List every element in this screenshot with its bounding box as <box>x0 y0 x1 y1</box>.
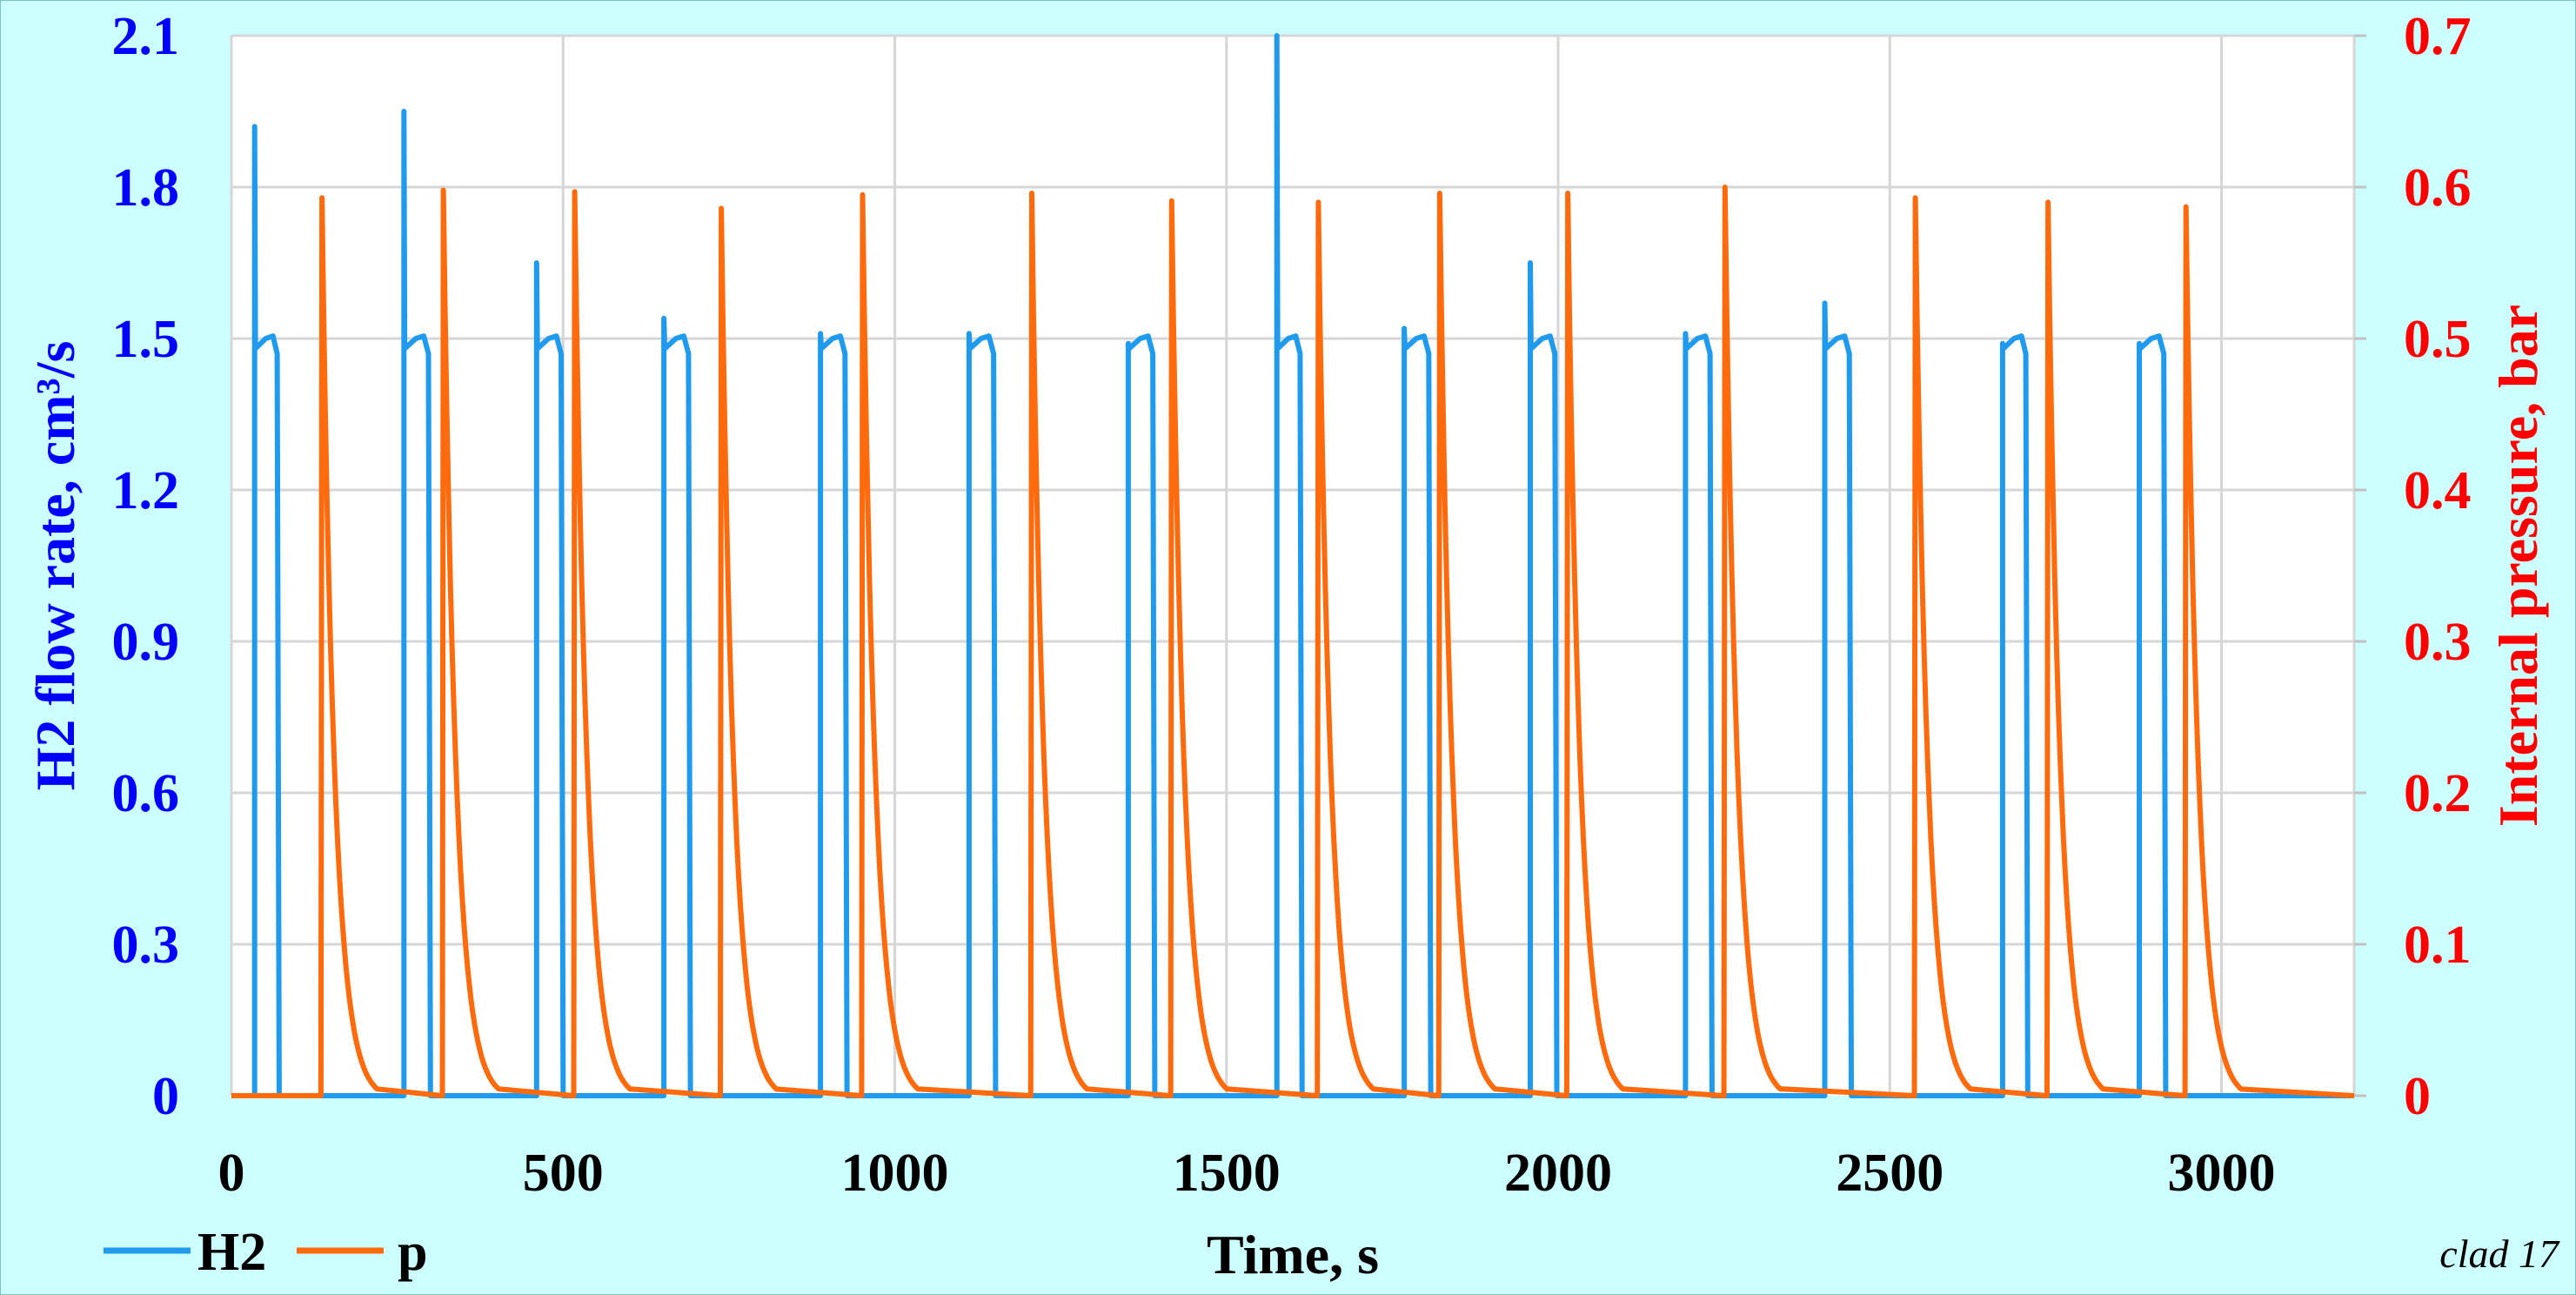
x-axis-title: Time, s <box>1207 1224 1379 1285</box>
right-y-tick-label: 0 <box>2404 1067 2431 1126</box>
left-y-tick-label: 0.3 <box>112 916 180 975</box>
plot-area <box>231 36 2354 1096</box>
right-y-tick-label: 0.1 <box>2404 916 2472 975</box>
tick-labels: 0 0.3 0.6 0.9 1.2 1.5 1.8 2.1 0 0.1 0.2 0.3 0.4 0.5 0.… <box>112 7 2472 1203</box>
left-y-tick-label: 0.6 <box>112 764 180 823</box>
right-y-tick-label: 0.5 <box>2404 310 2472 369</box>
right-y-tick-label: 0.4 <box>2404 461 2472 520</box>
right-y-tick-label: 0.7 <box>2404 7 2472 66</box>
x-tick-label: 1500 <box>1173 1144 1281 1203</box>
x-tick-label: 3000 <box>2168 1144 2276 1203</box>
right-y-tick-label: 0.6 <box>2404 158 2472 218</box>
left-y-tick-label: 1.2 <box>112 461 180 520</box>
left-y-tick-label: 1.5 <box>112 310 180 369</box>
x-tick-label: 0 <box>218 1144 245 1203</box>
x-tick-label: 500 <box>523 1144 604 1203</box>
left-y-axis-title: H2 flow rate, cm³/s <box>24 341 86 791</box>
series-p-line <box>231 185 2355 1098</box>
legend-label-p: p <box>398 1223 427 1282</box>
series-h2-line <box>231 33 2354 1098</box>
x-tick-label: 2000 <box>1504 1144 1612 1203</box>
left-y-tick-label: 2.1 <box>112 7 180 66</box>
legend: H2 p <box>104 1223 427 1282</box>
x-tick-label: 1000 <box>841 1144 949 1203</box>
x-tick-label: 2500 <box>1836 1144 1944 1203</box>
right-y-tick-label: 0.2 <box>2404 764 2472 823</box>
series-lines <box>231 33 2355 1098</box>
annotation-clad: clad 17 <box>2439 1231 2560 1276</box>
legend-label-h2: H2 <box>197 1223 266 1282</box>
right-y-axis-title: Internal pressure, bar <box>2487 305 2549 827</box>
right-y-tick-label: 0.3 <box>2404 613 2472 672</box>
left-y-tick-label: 0 <box>152 1067 179 1126</box>
left-y-tick-label: 0.9 <box>112 613 180 672</box>
left-y-tick-label: 1.8 <box>112 158 180 218</box>
